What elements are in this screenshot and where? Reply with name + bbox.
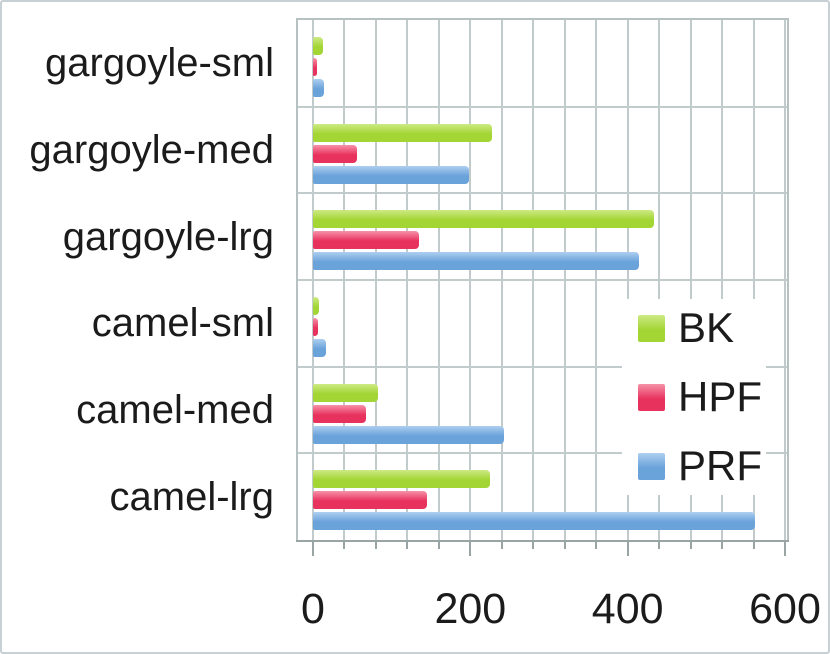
bar-camel-lrg-hpf [313,491,428,510]
x-tick-label: 600 [749,585,821,633]
axis-tick [658,540,661,549]
axis-tick [752,540,755,549]
category-label: gargoyle-sml [45,41,274,86]
bar-gargoyle-med-bk [313,123,492,142]
axis-tick [343,540,346,549]
axis-tick [721,540,724,549]
bar-camel-med-prf [313,425,505,444]
axis-tick [406,540,409,549]
bar-camel-lrg-bk [313,470,490,489]
axis-tick [626,540,629,556]
horizontal-gridline [298,192,787,195]
horizontal-gridline [298,365,787,368]
legend-entry-bk: BK [622,307,766,349]
bar-gargoyle-med-hpf [313,144,358,163]
legend: BK HPF PRF [622,299,766,495]
category-label: camel-med [76,388,274,433]
legend-label: BK [678,304,735,351]
legend-entry-prf: PRF [622,445,766,487]
bar-camel-lrg-prf [313,512,756,531]
bar-camel-sml-hpf [313,318,318,336]
x-axis-line [296,540,789,542]
bar-camel-med-bk [313,383,379,402]
axis-tick [469,540,472,556]
legend-label: HPF [678,373,762,420]
axis-tick [689,540,692,549]
bar-gargoyle-lrg-hpf [313,231,420,250]
axis-tick [784,540,786,556]
legend-entry-hpf: HPF [622,376,766,418]
horizontal-gridline [298,105,787,108]
axis-tick [532,540,535,549]
category-label: gargoyle-med [29,128,274,172]
category-label: camel-sml [91,301,274,346]
horizontal-gridline [298,279,787,281]
axis-tick [437,540,440,549]
bar-camel-med-hpf [313,404,366,423]
bar-gargoyle-lrg-prf [313,252,639,271]
bar-camel-sml-prf [313,339,327,357]
plot-area [296,18,789,556]
horizontal-gridline [298,452,787,455]
axis-tick [563,540,566,549]
axis-tick [374,540,377,549]
x-tick-label: 400 [591,585,664,633]
legend-label: PRF [678,442,762,489]
bar-gargoyle-sml-hpf [313,58,317,76]
bar-gargoyle-lrg-bk [313,210,654,229]
bar-gargoyle-sml-prf [313,79,324,97]
legend-swatch-bk [638,314,665,342]
legend-swatch-prf [638,452,665,480]
legend-swatch-hpf [638,383,665,411]
category-label: gargoyle-lrg [62,214,274,259]
x-tick-label: 200 [434,585,507,633]
category-label: camel-lrg [109,474,274,519]
axis-tick [312,540,314,556]
axis-tick [595,540,598,549]
x-tick-label: 0 [301,585,325,633]
bar-camel-sml-bk [313,297,320,315]
bar-gargoyle-med-prf [313,165,469,184]
bar-gargoyle-sml-bk [313,37,324,55]
category-axis-labels: gargoyle-sml gargoyle-med gargoyle-lrg c… [2,20,274,540]
axis-tick [500,540,503,549]
